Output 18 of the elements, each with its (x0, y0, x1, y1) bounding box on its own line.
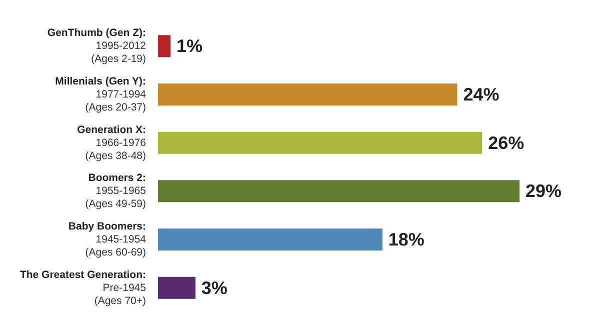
y-tick-label: GenThumb (Gen Z): 1995-2012 (Ages 2-19) (47, 27, 146, 66)
y-tick-label: Baby Boomers: 1945-1954 (Ages 60-69) (68, 220, 146, 258)
y-tick-label: Generation X: 1966-1976 (Ages 38-48) (77, 124, 146, 162)
data-label: 24% (463, 84, 500, 104)
bar (158, 228, 382, 250)
y-tick-label: Boomers 2: 1955-1965 (Ages 49-59) (85, 172, 146, 210)
bar (158, 180, 520, 202)
y-tick-label: The Greatest Generation: Pre-1945 (Ages 70+) (20, 268, 146, 307)
bar (158, 276, 196, 299)
bar (158, 132, 482, 154)
data-label: 18% (388, 230, 424, 250)
data-label: 29% (526, 181, 562, 202)
data-label: 1% (176, 36, 202, 56)
bar (158, 84, 458, 106)
y-tick-label: Millenials (Gen Y): 1977-1994 (Ages 20-37) (55, 76, 146, 114)
bar (158, 35, 170, 58)
data-label: 26% (488, 132, 524, 153)
data-label: 3% (201, 278, 228, 298)
